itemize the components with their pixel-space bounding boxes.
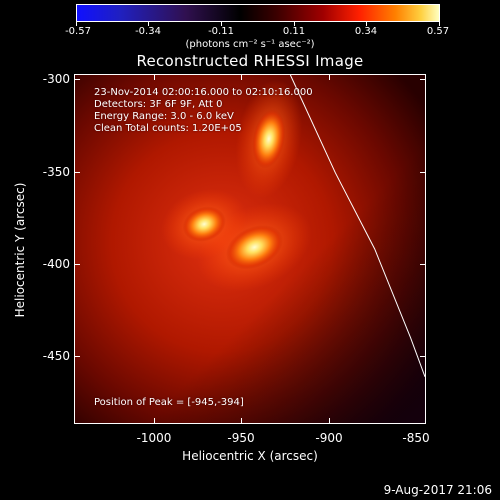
colorbar-tick-label: -0.57 [65,26,91,37]
y-tick-label: -300 [42,72,70,86]
source-northern [252,109,286,169]
x-tick-label: -1000 [136,431,172,445]
y-tick [74,79,80,80]
peak-position-label: Position of Peak = [-945,-394] [94,397,244,408]
colorbar-tick-label: 0.11 [282,26,306,37]
colorbar-tick-label: -0.11 [208,26,234,37]
y-tick [74,264,80,265]
clean-counts-label: Clean Total counts: 1.20E+05 [94,123,242,134]
energy-range-label: Energy Range: 3.0 - 6.0 keV [94,111,234,122]
colorbar-tick-label: -0.34 [135,26,161,37]
colorbar [76,4,440,22]
colorbar-tick [366,22,367,26]
colorbar-tick [294,22,295,26]
y-tick [74,172,80,173]
colorbar-tick [148,22,149,26]
source-western-lobe [182,206,226,242]
x-tick [154,74,155,80]
y-tick-label: -450 [42,349,70,363]
plot-title: Reconstructed RHESSI Image [136,52,364,70]
detectors-label: Detectors: 3F 6F 9F, Att 0 [94,99,223,110]
x-tick [329,74,330,80]
y-axis-label: Heliocentric Y (arcsec) [13,182,27,318]
y-tick [420,172,426,173]
colorbar-tick-label: 0.57 [426,26,450,37]
x-tick-label: -950 [227,431,255,445]
x-tick-label: -850 [402,431,430,445]
x-tick-label: -900 [315,431,343,445]
colorbar-tick [221,22,222,26]
y-tick [420,356,426,357]
y-tick-label: -400 [42,257,70,271]
y-tick-label: -350 [42,165,70,179]
date-stamp: 9-Aug-2017 21:06 [383,483,492,497]
time-range-label: 23-Nov-2014 02:00:16.000 to 02:10:16.000 [94,87,313,98]
y-tick [74,356,80,357]
colorbar-tick [76,22,77,26]
x-tick [241,418,242,424]
x-tick [329,418,330,424]
x-tick [154,418,155,424]
colorbar-tick [439,22,440,26]
rhessi-heatmap [75,75,425,423]
x-axis-label: Heliocentric X (arcsec) [182,449,318,463]
y-tick [420,264,426,265]
solar-limb-curve [289,75,425,377]
colorbar-tick-label: 0.34 [354,26,378,37]
image-plot[interactable]: 23-Nov-2014 02:00:16.000 to 02:10:16.000… [74,74,426,424]
y-tick [420,79,426,80]
x-tick [241,74,242,80]
colorbar-units: (photons cm⁻² s⁻¹ asec⁻²) [185,39,315,50]
